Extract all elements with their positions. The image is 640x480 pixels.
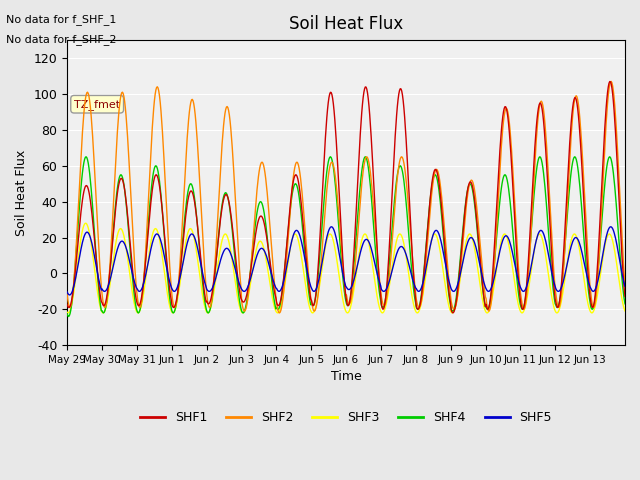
Text: TZ_fmet: TZ_fmet [74,99,120,110]
Y-axis label: Soil Heat Flux: Soil Heat Flux [15,150,28,236]
Text: No data for f_SHF_1: No data for f_SHF_1 [6,14,116,25]
Text: No data for f_SHF_2: No data for f_SHF_2 [6,34,117,45]
Legend: SHF1, SHF2, SHF3, SHF4, SHF5: SHF1, SHF2, SHF3, SHF4, SHF5 [135,407,557,430]
X-axis label: Time: Time [331,371,362,384]
Title: Soil Heat Flux: Soil Heat Flux [289,15,403,33]
